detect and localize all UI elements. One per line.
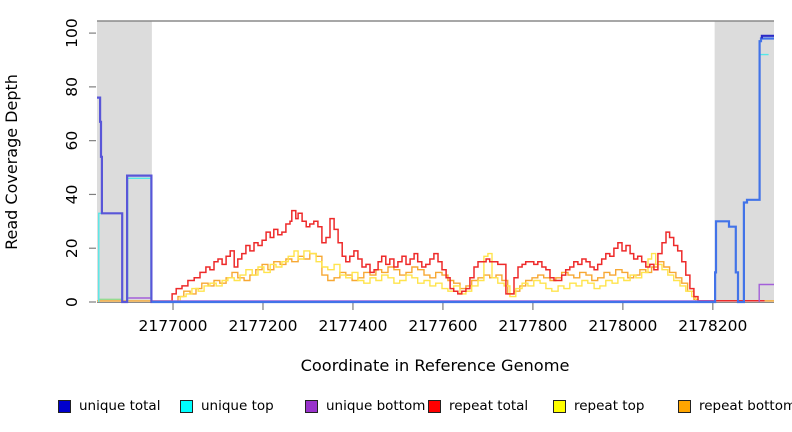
legend-swatch-repeat-total [428, 399, 441, 413]
legend-swatch-unique-top [180, 399, 193, 413]
y-tick-label: 20 [63, 238, 81, 258]
series-unique-total-line [760, 34, 774, 39]
coverage-chart: 2177000 2177200 2177400 2177600 2177800 21780… [2, 18, 774, 375]
y-tick-label: 100 [63, 18, 81, 48]
y-axis-title: Read Coverage Depth [2, 74, 21, 250]
series-repeat-bottom-line [97, 252, 699, 303]
legend-item-repeat-total: repeat total [428, 399, 528, 413]
legend-swatch-unique-bottom [305, 399, 318, 413]
x-tick-label: 2178200 [678, 317, 747, 335]
legend-label-unique-total: unique total [79, 398, 161, 414]
masked-region-left [97, 21, 152, 302]
series-unique-total-line [97, 96, 153, 304]
legend-label-repeat-bottom: repeat bottom [699, 398, 792, 414]
y-tick-label: 0 [63, 297, 81, 307]
legend-item-unique-top: unique top [180, 399, 274, 413]
legend-label-repeat-total: repeat total [449, 398, 529, 414]
legend-swatch-unique-total [58, 399, 71, 413]
legend-label-unique-bottom: unique bottom [326, 398, 426, 414]
legend-item-unique-total: unique total [58, 399, 160, 413]
x-tick-label: 2177600 [408, 317, 477, 335]
x-axis-title: Coordinate in Reference Genome [301, 356, 570, 375]
y-tick-label: 60 [63, 131, 81, 151]
series-repeat-top-line [176, 250, 697, 303]
legend-item-repeat-bottom: repeat bottom [678, 399, 792, 413]
legend-label-unique-top: unique top [201, 398, 274, 414]
legend-swatch-repeat-bottom [678, 399, 691, 413]
x-tick-label: 2177200 [228, 317, 297, 335]
x-tick-label: 2178000 [588, 317, 657, 335]
x-tick-label: 2177800 [498, 317, 567, 335]
legend-item-unique-bottom: unique bottom [305, 399, 425, 413]
legend-swatch-repeat-top [553, 399, 566, 413]
legend-item-repeat-top: repeat top [553, 399, 644, 413]
legend-label-repeat-top: repeat top [574, 398, 645, 414]
x-tick-label: 2177400 [318, 317, 387, 335]
y-tick-label: 80 [63, 77, 81, 97]
series-repeat-total-line [168, 209, 765, 303]
series-unique-total-line [151, 37, 774, 304]
y-tick-label: 40 [63, 185, 81, 205]
series-unique-bottom-line [758, 283, 774, 302]
x-tick-label: 2177000 [139, 317, 208, 335]
